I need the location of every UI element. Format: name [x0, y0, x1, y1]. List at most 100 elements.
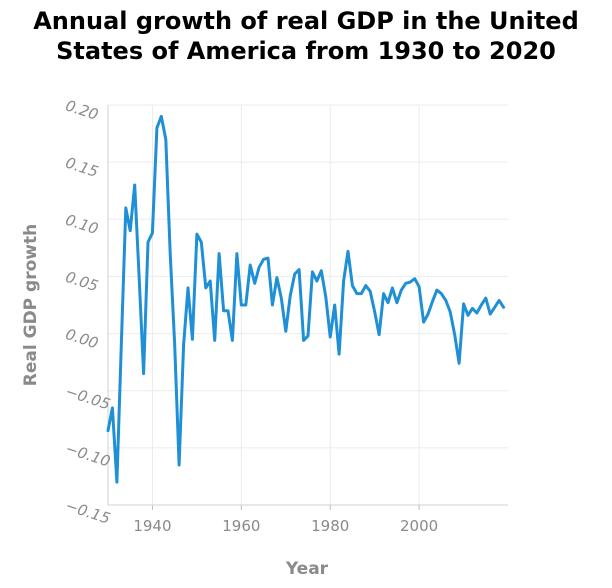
data-point	[169, 252, 171, 254]
data-point	[391, 287, 393, 289]
data-point	[462, 303, 464, 305]
y-tick-label: 0.10	[63, 211, 100, 238]
data-point	[307, 335, 309, 337]
data-point	[178, 464, 180, 466]
data-point	[422, 321, 424, 323]
data-point	[231, 339, 233, 341]
data-point	[316, 280, 318, 282]
data-point	[182, 344, 184, 346]
data-point	[302, 339, 304, 341]
y-tick-label: 0.15	[63, 154, 100, 181]
data-point	[374, 311, 376, 313]
data-point	[369, 290, 371, 292]
data-point	[276, 276, 278, 278]
axes	[107, 105, 508, 510]
data-point	[214, 339, 216, 341]
data-point	[458, 362, 460, 364]
data-point	[382, 292, 384, 294]
data-point	[116, 481, 118, 483]
data-point	[160, 115, 162, 117]
data-point	[147, 241, 149, 243]
data-point	[494, 306, 496, 308]
data-point	[440, 292, 442, 294]
data-point	[427, 313, 429, 315]
chart-title: Annual growth of real GDP in the United …	[0, 6, 612, 66]
data-point	[431, 300, 433, 302]
chart-title-line-1: Annual growth of real GDP in the United	[33, 7, 579, 35]
y-tick-label: −0.10	[63, 439, 112, 470]
data-point	[502, 306, 504, 308]
data-point	[347, 250, 349, 252]
data-point	[476, 312, 478, 314]
data-point	[414, 278, 416, 280]
data-point	[200, 241, 202, 243]
data-point	[227, 310, 229, 312]
y-axis-title: Real GDP growth	[21, 224, 41, 386]
data-point	[289, 295, 291, 297]
data-point	[129, 230, 131, 232]
data-point	[400, 289, 402, 291]
data-point	[378, 334, 380, 336]
data-point	[249, 264, 251, 266]
data-point	[334, 304, 336, 306]
gridlines	[108, 104, 508, 506]
data-point	[445, 299, 447, 301]
data-point	[134, 184, 136, 186]
data-point	[329, 336, 331, 338]
data-point	[454, 334, 456, 336]
data-point	[120, 344, 122, 346]
data-point	[174, 344, 176, 346]
data-point	[142, 372, 144, 374]
x-tick-label: 2000	[400, 517, 438, 535]
data-point	[351, 284, 353, 286]
data-point	[196, 233, 198, 235]
data-point	[267, 257, 269, 259]
data-point	[396, 302, 398, 304]
data-point	[165, 138, 167, 140]
gdp-growth-line	[106, 114, 506, 484]
data-point	[436, 289, 438, 291]
data-point	[151, 232, 153, 234]
data-point	[298, 268, 300, 270]
data-point	[480, 304, 482, 306]
data-point	[325, 296, 327, 298]
x-tick-label: 1980	[311, 517, 349, 535]
data-point	[418, 286, 420, 288]
data-point	[254, 282, 256, 284]
data-point	[236, 252, 238, 254]
data-point	[311, 271, 313, 273]
y-tick-label: 0.00	[63, 325, 100, 352]
data-point	[360, 292, 362, 294]
data-point	[320, 270, 322, 272]
data-point	[342, 280, 344, 282]
data-point	[280, 297, 282, 299]
data-point	[485, 297, 487, 299]
data-point	[218, 252, 220, 254]
x-tick-label: 1960	[222, 517, 260, 535]
data-point	[471, 307, 473, 309]
x-tick-label: 1940	[133, 517, 171, 535]
data-point	[409, 281, 411, 283]
series	[106, 114, 506, 484]
data-point	[285, 330, 287, 332]
data-point	[489, 313, 491, 315]
data-point	[240, 304, 242, 306]
data-point	[111, 407, 113, 409]
y-tick-label: −0.15	[63, 496, 112, 527]
data-point	[125, 207, 127, 209]
data-point	[205, 287, 207, 289]
data-point	[338, 353, 340, 355]
data-point	[498, 299, 500, 301]
data-point	[449, 311, 451, 313]
y-tick-label: 0.20	[63, 96, 100, 123]
x-axis-title: Year	[285, 559, 329, 579]
data-point	[405, 282, 407, 284]
data-point	[294, 273, 296, 275]
y-tick-label: −0.05	[63, 382, 112, 413]
data-point	[467, 314, 469, 316]
data-point	[107, 430, 109, 432]
data-point	[245, 304, 247, 306]
chart-title-line-2: States of America from 1930 to 2020	[56, 37, 556, 65]
data-point	[258, 266, 260, 268]
x-tick-labels: 1940 1960 1980 2000	[133, 517, 438, 535]
